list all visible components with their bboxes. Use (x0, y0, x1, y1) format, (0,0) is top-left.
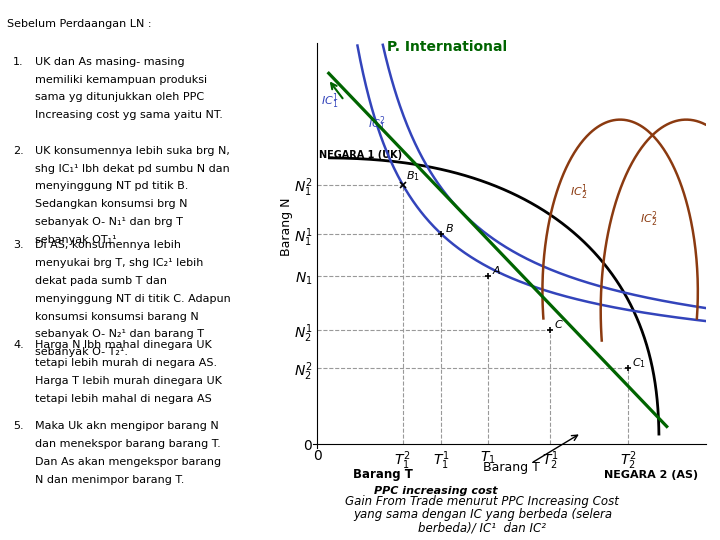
Text: menyukai brg T, shg IC₂¹ lebih: menyukai brg T, shg IC₂¹ lebih (35, 258, 203, 268)
Text: $C$: $C$ (554, 318, 564, 330)
Text: 2.: 2. (13, 146, 24, 156)
Text: dekat pada sumb T dan: dekat pada sumb T dan (35, 276, 166, 286)
Text: Gain From Trade menurut PPC Increasing Cost: Gain From Trade menurut PPC Increasing C… (346, 495, 619, 508)
Text: $IC_2^2$: $IC_2^2$ (639, 210, 657, 229)
Text: $A$: $A$ (492, 265, 501, 276)
Text: tetapi lebih mahal di negara AS: tetapi lebih mahal di negara AS (35, 394, 211, 404)
Text: Barang N: Barang N (279, 198, 292, 256)
Text: tetapi lebih murah di negara AS.: tetapi lebih murah di negara AS. (35, 358, 217, 368)
Text: $IC_1^2$: $IC_1^2$ (368, 114, 385, 134)
Text: $IC_2^1$: $IC_2^1$ (570, 183, 588, 202)
Text: Harga T lebih murah dinegara UK: Harga T lebih murah dinegara UK (35, 376, 222, 386)
Text: menyinggung NT pd titik B.: menyinggung NT pd titik B. (35, 181, 188, 192)
Text: PPC increasing cost: PPC increasing cost (374, 486, 498, 496)
Text: $C_1$: $C_1$ (631, 356, 646, 370)
Text: Barang T: Barang T (353, 468, 413, 481)
Text: UK konsumennya lebih suka brg N,: UK konsumennya lebih suka brg N, (35, 146, 230, 156)
Text: P. International: P. International (387, 40, 507, 54)
Text: Harga N lbh mahal dinegara UK: Harga N lbh mahal dinegara UK (35, 340, 211, 350)
Text: sebanyak O- T₂¹.: sebanyak O- T₂¹. (35, 347, 127, 357)
Text: berbeda)/ IC¹  dan IC²: berbeda)/ IC¹ dan IC² (418, 522, 546, 535)
Text: Di AS, konsumennya lebih: Di AS, konsumennya lebih (35, 240, 181, 251)
Text: sebanyak O- N₂¹ dan barang T: sebanyak O- N₂¹ dan barang T (35, 329, 204, 340)
Text: sebanyak O- N₁¹ dan brg T: sebanyak O- N₁¹ dan brg T (35, 217, 182, 227)
Text: 4.: 4. (13, 340, 24, 350)
Text: menyinggung NT di titik C. Adapun: menyinggung NT di titik C. Adapun (35, 294, 230, 304)
Text: $B$: $B$ (445, 222, 454, 234)
Text: Maka Uk akn mengipor barang N: Maka Uk akn mengipor barang N (35, 421, 218, 431)
Text: konsumsi konsumsi barang N: konsumsi konsumsi barang N (35, 312, 198, 322)
Text: sebanyak OT₁¹.: sebanyak OT₁¹. (35, 235, 120, 245)
Text: $IC_1^1$: $IC_1^1$ (321, 91, 339, 111)
Text: memiliki kemampuan produksi: memiliki kemampuan produksi (35, 75, 207, 85)
Text: $B_1$: $B_1$ (407, 169, 420, 183)
Text: UK dan As masing- masing: UK dan As masing- masing (35, 57, 184, 67)
Text: yang sama dengan IC yang berbeda (selera: yang sama dengan IC yang berbeda (selera (353, 508, 612, 522)
Text: 1.: 1. (13, 57, 24, 67)
Text: Sedangkan konsumsi brg N: Sedangkan konsumsi brg N (35, 199, 187, 210)
Text: dan menekspor barang barang T.: dan menekspor barang barang T. (35, 439, 220, 449)
Text: 3.: 3. (13, 240, 24, 251)
Text: Barang T: Barang T (483, 461, 540, 474)
Text: shg IC₁¹ lbh dekat pd sumbu N dan: shg IC₁¹ lbh dekat pd sumbu N dan (35, 164, 229, 174)
Text: N dan menimpor barang T.: N dan menimpor barang T. (35, 475, 184, 485)
Text: 5.: 5. (13, 421, 24, 431)
Text: Dan As akan mengekspor barang: Dan As akan mengekspor barang (35, 457, 221, 467)
Text: Sebelum Perdaangan LN :: Sebelum Perdaangan LN : (7, 19, 152, 29)
Text: NEGARA 2 (AS): NEGARA 2 (AS) (604, 470, 698, 480)
Text: sama yg ditunjukkan oleh PPC: sama yg ditunjukkan oleh PPC (35, 92, 204, 103)
Text: Increasing cost yg sama yaitu NT.: Increasing cost yg sama yaitu NT. (35, 110, 222, 120)
Text: NEGARA 1 (UK): NEGARA 1 (UK) (319, 150, 402, 160)
